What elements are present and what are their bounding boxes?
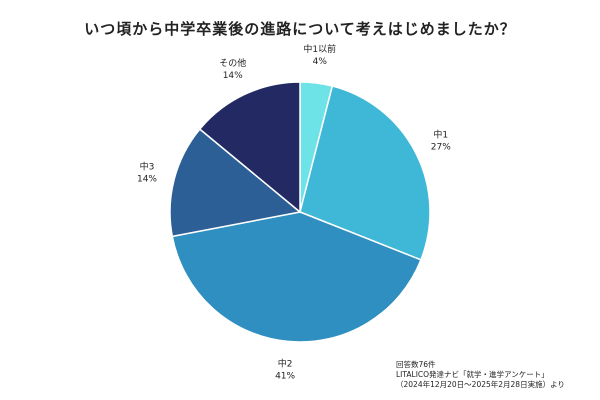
survey-period: （2024年12月20日～2025年2月28日実施）より (396, 380, 565, 389)
survey-name: LITALICO発達ナビ「就学・進学アンケート」 (396, 370, 549, 379)
slice-category-label: 中2 (278, 357, 293, 369)
slice-category-label: その他 (219, 57, 246, 69)
slice-category-label: 中1 (433, 128, 448, 140)
slice-percent-label: 27% (431, 142, 451, 152)
pie-slice-4 (198, 81, 301, 214)
slice-category-label: 中1以前 (303, 43, 336, 55)
source-note: 回答数76件 LITALICO発達ナビ「就学・進学アンケート」 （2024年12… (396, 360, 596, 390)
pie-slice-1 (299, 85, 431, 261)
response-count: 回答数76件 (396, 360, 436, 369)
slice-percent-label: 14% (137, 175, 157, 185)
slice-label-group-4: その他 14% (219, 57, 246, 81)
pie-slice-2 (171, 211, 422, 343)
slice-percent-label: 14% (223, 71, 243, 81)
slice-category-label: 中3 (140, 161, 155, 173)
pie-slice-3 (169, 128, 302, 238)
slice-percent-label: 41% (275, 371, 295, 381)
slice-label-group-0: 中1以前 4% (303, 43, 336, 67)
chart-title: いつ頃から中学卒業後の進路について考えはじめましたか？ (84, 20, 516, 38)
slice-percent-label: 4% (313, 57, 328, 67)
